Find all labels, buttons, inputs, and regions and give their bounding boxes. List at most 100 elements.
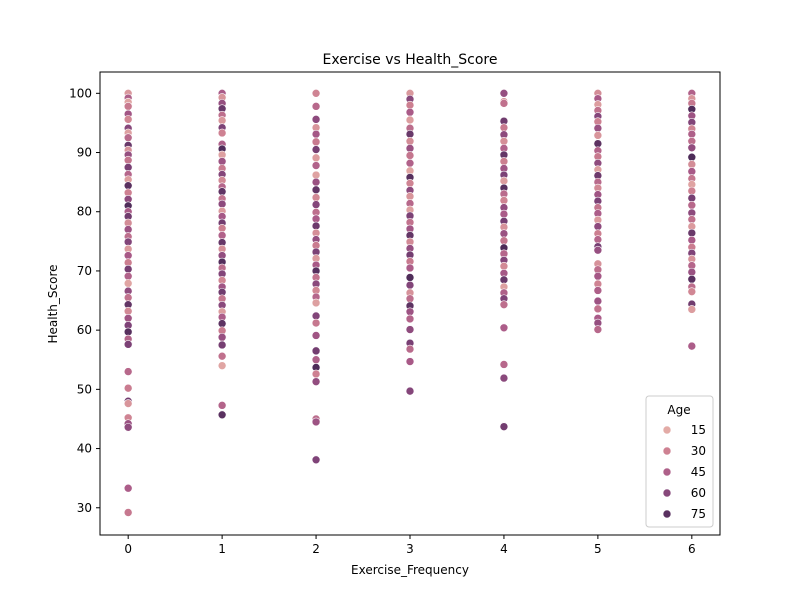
data-point — [405, 263, 415, 273]
data-point — [123, 133, 133, 143]
x-tick-label: 6 — [688, 542, 696, 556]
data-point — [499, 360, 509, 369]
data-point — [499, 123, 509, 132]
y-tick-label: 40 — [77, 442, 92, 456]
data-point — [405, 307, 415, 317]
data-point — [123, 251, 133, 260]
legend-label: 30 — [691, 444, 706, 458]
data-point — [593, 286, 603, 295]
data-point — [311, 185, 321, 195]
data-point — [405, 325, 415, 334]
data-point — [499, 373, 509, 383]
legend-marker — [662, 467, 672, 477]
data-point — [311, 331, 321, 340]
legend-label: 45 — [691, 465, 706, 479]
data-point — [593, 271, 603, 281]
data-point — [499, 236, 509, 246]
x-axis: 0 1 2 3 4 5 6 — [124, 535, 696, 556]
data-point — [405, 179, 415, 188]
y-axis-label: Health_Score — [46, 264, 60, 343]
data-point — [311, 145, 321, 154]
data-point — [405, 115, 415, 125]
data-point — [217, 199, 227, 209]
data-point — [311, 369, 321, 379]
data-point — [123, 422, 133, 432]
data-point — [593, 139, 603, 148]
data-point — [311, 355, 321, 365]
data-point — [499, 99, 509, 108]
data-point — [123, 155, 133, 165]
data-point — [123, 115, 133, 124]
data-point — [405, 294, 415, 304]
data-point — [123, 264, 133, 274]
data-point — [311, 153, 321, 163]
data-point — [593, 131, 603, 140]
data-point — [405, 158, 415, 168]
x-tick-label: 0 — [124, 542, 132, 556]
data-point — [311, 177, 321, 187]
y-tick-label: 50 — [77, 382, 92, 396]
data-point — [123, 163, 133, 172]
legend-title: Age — [667, 403, 690, 417]
data-point — [311, 161, 321, 170]
plot-area-frame — [99, 71, 721, 536]
data-point — [687, 129, 697, 139]
data-point — [217, 157, 227, 166]
legend-marker — [662, 488, 672, 498]
x-tick-label: 2 — [312, 542, 320, 556]
data-point — [499, 89, 509, 98]
legend-label: 15 — [691, 423, 706, 437]
data-point — [687, 186, 697, 196]
data-point — [123, 383, 133, 393]
x-tick-label: 1 — [218, 542, 226, 556]
x-tick-label: 5 — [594, 542, 602, 556]
data-point — [687, 167, 697, 176]
data-point — [123, 181, 133, 190]
legend-marker — [662, 425, 672, 435]
y-tick-label: 100 — [69, 86, 92, 100]
data-point — [123, 399, 133, 408]
data-point — [405, 192, 415, 201]
data-point — [687, 215, 697, 224]
data-point — [123, 279, 133, 288]
data-point — [217, 332, 227, 342]
data-point — [311, 377, 321, 386]
data-point — [123, 508, 133, 517]
data-point — [593, 222, 603, 231]
data-point — [593, 304, 603, 314]
data-point — [405, 136, 415, 146]
data-point — [593, 245, 603, 255]
data-point — [499, 157, 509, 166]
y-tick-label: 30 — [77, 501, 92, 515]
legend-entries: 15 30 45 60 75 — [662, 423, 706, 521]
data-point — [499, 176, 509, 186]
data-point — [687, 267, 697, 277]
legend: Age 15 30 45 60 75 — [645, 395, 714, 528]
legend-label: 60 — [691, 486, 706, 500]
data-point — [593, 325, 603, 334]
x-tick-label: 3 — [406, 542, 414, 556]
data-point — [123, 313, 133, 323]
data-point — [311, 318, 321, 328]
data-point — [687, 200, 697, 210]
data-point — [123, 237, 133, 247]
data-point — [593, 123, 603, 133]
data-point — [311, 89, 321, 98]
data-point — [123, 483, 133, 493]
legend-label: 75 — [691, 507, 706, 521]
x-tick-label: 4 — [500, 542, 508, 556]
data-point — [311, 346, 321, 356]
data-point — [217, 224, 227, 233]
data-point — [123, 293, 133, 302]
data-point — [593, 235, 603, 244]
data-point — [687, 160, 697, 169]
data-point — [311, 102, 321, 111]
y-axis: 30 40 50 60 70 80 90 100 — [69, 86, 100, 515]
data-point — [311, 115, 321, 124]
points-layer — [123, 89, 697, 517]
data-point — [311, 129, 321, 139]
chart-title: Exercise vs Health_Score — [323, 52, 498, 68]
data-point — [687, 305, 697, 314]
data-point — [123, 271, 133, 281]
